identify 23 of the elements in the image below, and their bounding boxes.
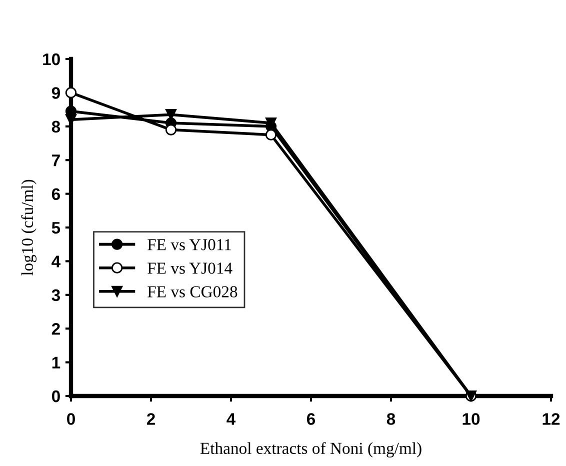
x-tick-label: 0 xyxy=(67,413,75,425)
y-tick-label: 9 xyxy=(52,87,60,99)
y-tick-label: 2 xyxy=(52,323,60,335)
x-tick-label: 10 xyxy=(462,413,480,425)
y-tick-label: 3 xyxy=(52,289,60,302)
legend-label: FE vs YJ011 xyxy=(148,239,231,250)
x-tick-label: 4 xyxy=(226,413,236,425)
y-tick-label: 0 xyxy=(52,390,60,402)
y-tick-label: 1 xyxy=(52,356,60,368)
legend-label: FE vs CG028 xyxy=(148,286,238,298)
x-tick-label: 12 xyxy=(542,413,560,425)
y-tick-label: 5 xyxy=(52,222,60,234)
x-tick-label: 6 xyxy=(306,413,316,425)
y-tick-label: 8 xyxy=(52,120,60,133)
y-tick-label: 6 xyxy=(52,188,60,200)
y-tick-label: 7 xyxy=(52,154,60,166)
y-tick-label: 4 xyxy=(52,256,60,268)
y-tick-label: 10 xyxy=(43,53,60,66)
x-axis-title: Ethanol extracts of Noni (mg/ml) xyxy=(200,442,422,458)
legend-label: FE vs YJ014 xyxy=(148,262,232,274)
x-tick-label: 2 xyxy=(146,413,155,425)
x-tick-label: 8 xyxy=(386,413,396,425)
y-axis-title: log10 (cfu/ml) xyxy=(21,180,36,276)
